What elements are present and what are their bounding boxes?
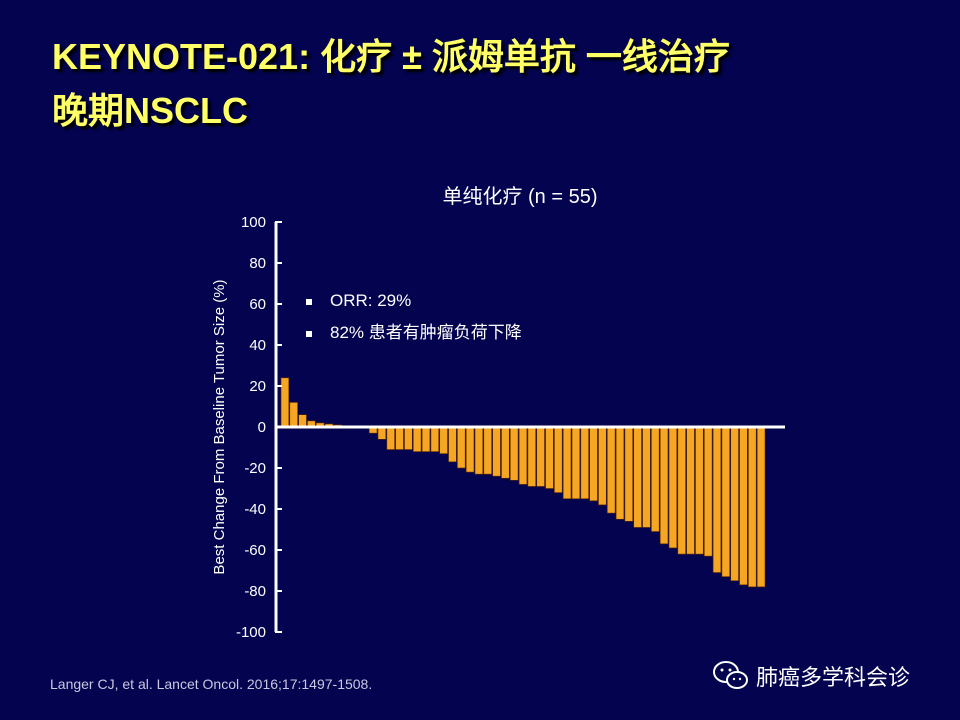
bullet-icon — [306, 298, 312, 305]
bar — [457, 426, 466, 469]
bar — [545, 426, 554, 489]
bar — [695, 426, 704, 555]
bar — [721, 426, 731, 577]
bar — [509, 426, 519, 481]
bar — [536, 426, 545, 487]
y-tick-label: 20 — [249, 378, 266, 395]
annotation-tumor-reduction: 82% 患者有肿瘤负荷下降 — [306, 318, 522, 343]
bar — [562, 426, 572, 500]
bar — [606, 426, 616, 514]
bar — [377, 426, 387, 440]
bar — [395, 426, 404, 450]
bar — [756, 426, 766, 588]
title-line-1: KEYNOTE-021: 化疗 ± 派姆单抗 一线治疗 — [52, 36, 730, 77]
y-tick-label: 60 — [249, 296, 266, 313]
bar — [501, 426, 510, 479]
bar — [651, 426, 660, 532]
bar — [465, 426, 475, 473]
y-tick-label: 40 — [249, 337, 266, 354]
bar — [439, 426, 448, 454]
annotation-text: 82% 患者有肿瘤负荷下降 — [330, 323, 522, 342]
bar — [492, 426, 501, 477]
bar — [474, 426, 484, 475]
bar — [642, 426, 651, 528]
bar — [677, 426, 686, 555]
bar — [483, 426, 492, 475]
bar — [659, 426, 669, 545]
bar — [598, 426, 607, 506]
bar — [703, 426, 713, 557]
slide-title: KEYNOTE-021: 化疗 ± 派姆单抗 一线治疗 晚期NSCLC — [52, 30, 730, 138]
bar — [668, 426, 678, 549]
brand-watermark: 肺癌多学科会诊 — [712, 660, 910, 692]
bar — [712, 426, 722, 573]
y-tick-label: 0 — [258, 419, 266, 436]
brand-text: 肺癌多学科会诊 — [756, 665, 911, 690]
bar — [386, 426, 395, 450]
bar — [280, 377, 290, 428]
y-tick-label: -100 — [236, 624, 266, 641]
bar — [580, 426, 589, 500]
chart-title: 单纯化疗 (n = 55) — [442, 186, 598, 208]
title-line-2: 晚期NSCLC — [52, 90, 248, 131]
bar — [289, 402, 298, 428]
bar — [624, 426, 634, 522]
bar — [739, 426, 748, 586]
bar — [748, 426, 757, 588]
y-axis-label: Best Change From Baseline Tumor Size (%) — [211, 279, 228, 574]
bar — [448, 426, 457, 463]
y-tick-label: 80 — [249, 255, 266, 272]
bar — [633, 426, 642, 528]
bar — [730, 426, 739, 582]
bar — [554, 426, 563, 493]
bar — [589, 426, 598, 502]
y-tick-label: 100 — [241, 214, 266, 231]
bar — [527, 426, 537, 487]
y-tick-label: -40 — [244, 501, 266, 518]
bar — [518, 426, 528, 485]
bar — [571, 426, 581, 500]
annotation-text: ORR: 29% — [330, 291, 412, 310]
bar — [430, 426, 440, 452]
annotation-orr: ORR: 29% — [306, 291, 411, 311]
citation: Langer CJ, et al. Lancet Oncol. 2016;17:… — [50, 676, 373, 692]
wechat-icon — [713, 661, 748, 689]
bar — [615, 426, 625, 520]
bar — [412, 426, 422, 452]
y-tick-label: -60 — [244, 542, 266, 559]
bar — [298, 414, 307, 428]
y-tick-label: -80 — [244, 583, 266, 600]
bar — [404, 426, 413, 450]
bullet-icon — [306, 330, 312, 337]
bar — [686, 426, 695, 555]
bar — [421, 426, 431, 452]
y-tick-label: -20 — [244, 460, 266, 477]
